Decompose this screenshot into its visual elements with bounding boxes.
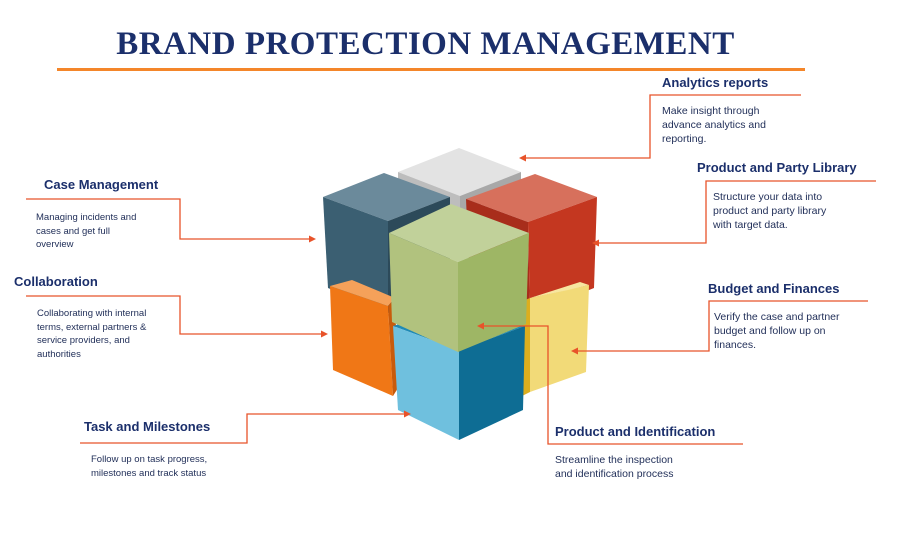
connector-arrowheads	[309, 154, 599, 418]
heading-analytics: Analytics reports	[662, 75, 769, 90]
cube-collaboration	[330, 280, 398, 396]
heading-identification: Product and Identification	[555, 424, 716, 439]
description-budget: Verify the case and partner budget and f…	[714, 311, 840, 351]
connector-collaboration	[26, 295, 323, 335]
description-identification: Streamline the inspection and identifica…	[555, 454, 674, 480]
connector-identification	[481, 325, 743, 445]
connector-lines	[26, 94, 876, 445]
heading-budget: Budget and Finances	[708, 281, 840, 296]
cube-identification	[389, 204, 529, 352]
description-tasks: Follow up on task progress, milestones a…	[91, 454, 208, 479]
heading-case: Case Management	[44, 177, 159, 192]
description-analytics: Make insight through advance analytics a…	[662, 105, 766, 145]
connector-analytics	[524, 94, 801, 159]
title-underline	[57, 68, 805, 71]
connector-case	[26, 198, 311, 240]
description-case: Managing incidents and cases and get ful…	[36, 212, 137, 250]
description-collaboration: Collaborating with internal terms, exter…	[37, 308, 147, 360]
page-title: BRAND PROTECTION MANAGEMENT	[116, 26, 735, 62]
connector-tasks	[80, 413, 406, 444]
heading-tasks: Task and Milestones	[84, 419, 211, 434]
heading-collaboration: Collaboration	[14, 274, 98, 289]
connector-library	[596, 180, 876, 244]
heading-library: Product and Party Library	[697, 160, 857, 175]
connector-budget	[575, 300, 868, 352]
description-library: Structure your data into product and par…	[713, 191, 827, 231]
cube-budget	[520, 282, 589, 396]
